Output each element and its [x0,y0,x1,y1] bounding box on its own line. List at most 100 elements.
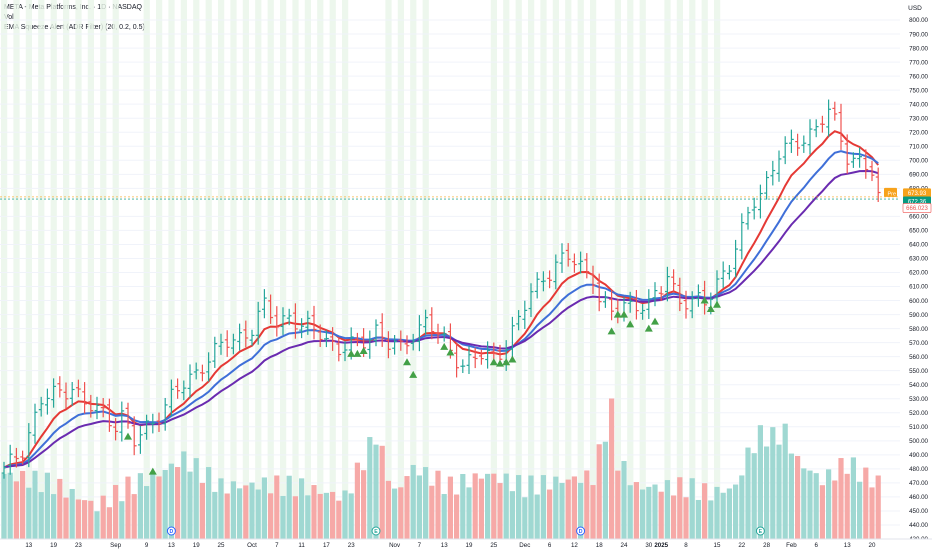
volume-bar [813,473,819,539]
ohlc-bar [640,304,645,320]
volume-bar [764,446,770,539]
event-marker: D [576,526,586,536]
ohlc-bar [510,316,515,359]
volume-bar [69,488,75,539]
low-price-tag-text: 666.023 [906,206,928,212]
ohlc-bar [138,425,143,454]
ohlc-bar [758,184,763,219]
ohlc-bar [305,310,311,335]
ohlc-bar [590,265,596,295]
volume-bar [739,475,745,539]
ohlc-bar [7,444,13,475]
squeeze-band [701,0,708,539]
ema-mid-line [3,150,879,469]
ohlc-bar [231,333,236,355]
ohlc-bar [14,447,19,468]
squeeze-band [490,0,497,539]
squeeze-band [329,0,336,539]
time-axis: 13 19 23 Sep 9 13 19 25 Oct 7 11 17 23 Nov 7 13 19 25 Dec 6… [25,542,876,549]
y-tick-label: 500.00 [909,438,928,445]
volume-bar [44,472,50,539]
volume-bar [677,477,683,539]
volume-bar [193,458,199,539]
squeeze-alert-triangle [706,304,715,312]
squeeze-alert-triangle [359,347,368,355]
ohlc-bar [398,330,404,351]
squeeze-alert-triangle [347,349,356,357]
time-axis-bg [0,539,932,550]
ema-squeeze-indicator-label[interactable]: EMA Squeeze Alert (ADR Filter) (20, 0.2,… [4,24,145,31]
volume-bar [776,444,782,539]
squeeze-band [112,0,119,539]
squeeze-alert-triangle [700,296,709,304]
ohlc-bar [373,319,379,347]
ohlc-bar [739,213,745,260]
x-tick-label: 25 [218,542,225,549]
pre-label: Pre [887,191,896,197]
squeeze-band [13,0,20,539]
y-tick-label: 660.00 [909,214,928,221]
volume-bar [671,495,677,539]
x-tick-label: 15 [714,542,721,549]
volume-bar [32,470,38,539]
volume-bar [472,473,478,539]
symbol-title[interactable]: META - Meta Platforms, Inc. · 1D · NASDA… [4,4,142,11]
ohlc-bar [169,379,174,417]
volume-bar [1,473,7,539]
chart-legend: META - Meta Platforms, Inc. · 1D · NASDA… [4,3,145,33]
squeeze-band [385,0,392,539]
squeeze-alert-triangle [124,432,132,440]
ohlc-bars [1,99,881,479]
volume-bar [94,511,100,539]
volume-bar [305,495,311,539]
ohlc-bar [156,412,162,432]
volume-bar [528,475,534,539]
squeeze-band [410,0,417,539]
volume-bar [441,494,447,539]
ohlc-bar [603,291,608,308]
y-tick-label: 630.00 [909,256,928,263]
ohlc-bar [683,290,689,319]
volume-bar [63,497,69,539]
ohlc-bar [826,99,831,137]
volume-bar [516,475,522,539]
ohlc-bar [634,289,639,320]
volume-bar [788,453,794,539]
volume-bar [113,485,119,539]
y-tick-label: 730.00 [909,115,928,122]
volume-bar [392,488,398,539]
volume-bar [243,485,249,539]
event-marker-label: D [579,529,583,535]
squeeze-alert-triangle [607,327,616,335]
ohlc-bar [237,323,242,351]
volume-bar [230,481,236,539]
ohlc-bar [677,277,683,312]
y-tick-label: 620.00 [909,270,928,277]
volume-indicator-label[interactable]: Vol [4,14,14,21]
volume-bar [460,474,466,539]
pre-label-bg [884,187,897,197]
volume-bar [658,491,664,539]
volume-bar [584,470,590,539]
volume-bar [268,493,274,539]
volume-bar [131,494,137,539]
y-tick-label: 590.00 [909,312,928,319]
volume-bar [255,489,261,539]
squeeze-band [63,0,70,539]
volume-bar [162,470,168,539]
squeeze-alert-triangle [644,324,653,332]
x-tick-label: 6 [814,542,818,549]
ohlc-bar [342,341,348,362]
volume-bar [826,469,832,539]
ohlc-bar [119,401,125,442]
volume-bar [398,487,404,539]
y-tick-label: 580.00 [909,326,928,333]
volume-bar [224,493,230,539]
ohlc-bar [131,416,137,456]
ohlc-bar [45,388,50,415]
ohlc-bar [26,423,32,468]
ohlc-bar [317,324,323,347]
squeeze-band [614,0,621,539]
ohlc-bar [472,347,478,369]
